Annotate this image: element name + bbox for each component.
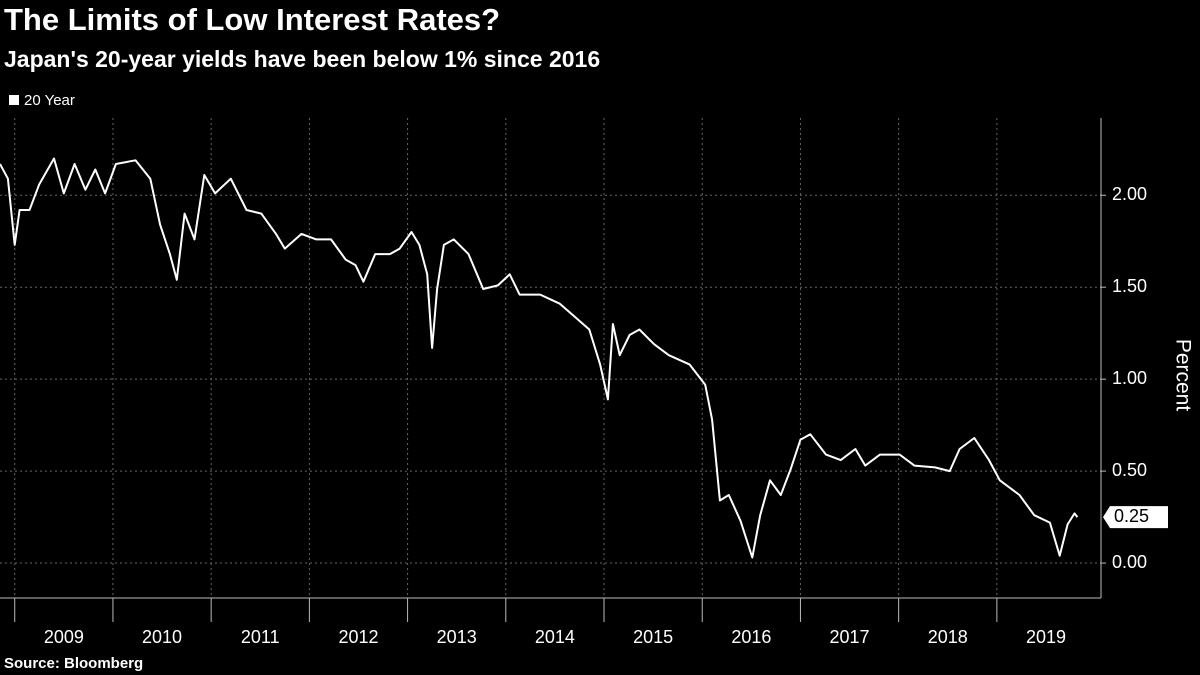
- data-line: [0, 157, 1079, 559]
- y-tick-label: 0.00: [1112, 552, 1147, 572]
- legend-swatch: [9, 95, 19, 105]
- x-tick-label: 2016: [731, 627, 771, 647]
- x-tick-label: 2014: [535, 627, 575, 647]
- x-tick-label: 2018: [928, 627, 968, 647]
- y-axis-label: Percent: [1171, 339, 1194, 412]
- chart-subtitle: Japan's 20-year yields have been below 1…: [4, 46, 600, 72]
- x-tick-label: 2010: [142, 627, 182, 647]
- y-tick-label: 0.50: [1112, 460, 1147, 480]
- chart-title: The Limits of Low Interest Rates?: [4, 2, 500, 37]
- y-tick-label: 2.00: [1112, 184, 1147, 204]
- last-value-label: 0.25: [1114, 506, 1149, 526]
- last-value-box: [1103, 506, 1168, 529]
- x-tick-label: 2011: [241, 627, 280, 647]
- x-tick-label: 2009: [44, 627, 84, 647]
- x-tick-label: 2015: [633, 627, 673, 647]
- x-tick-label: 2013: [437, 627, 477, 647]
- y-tick-label: 1.00: [1112, 368, 1147, 388]
- x-tick-label: 2019: [1026, 627, 1066, 647]
- y-tick-label: 1.50: [1112, 276, 1147, 296]
- x-tick-label: 2012: [338, 627, 378, 647]
- x-tick-label: 2017: [830, 627, 870, 647]
- source: Source: Bloomberg: [4, 655, 143, 672]
- legend-label: 20 Year: [24, 92, 75, 109]
